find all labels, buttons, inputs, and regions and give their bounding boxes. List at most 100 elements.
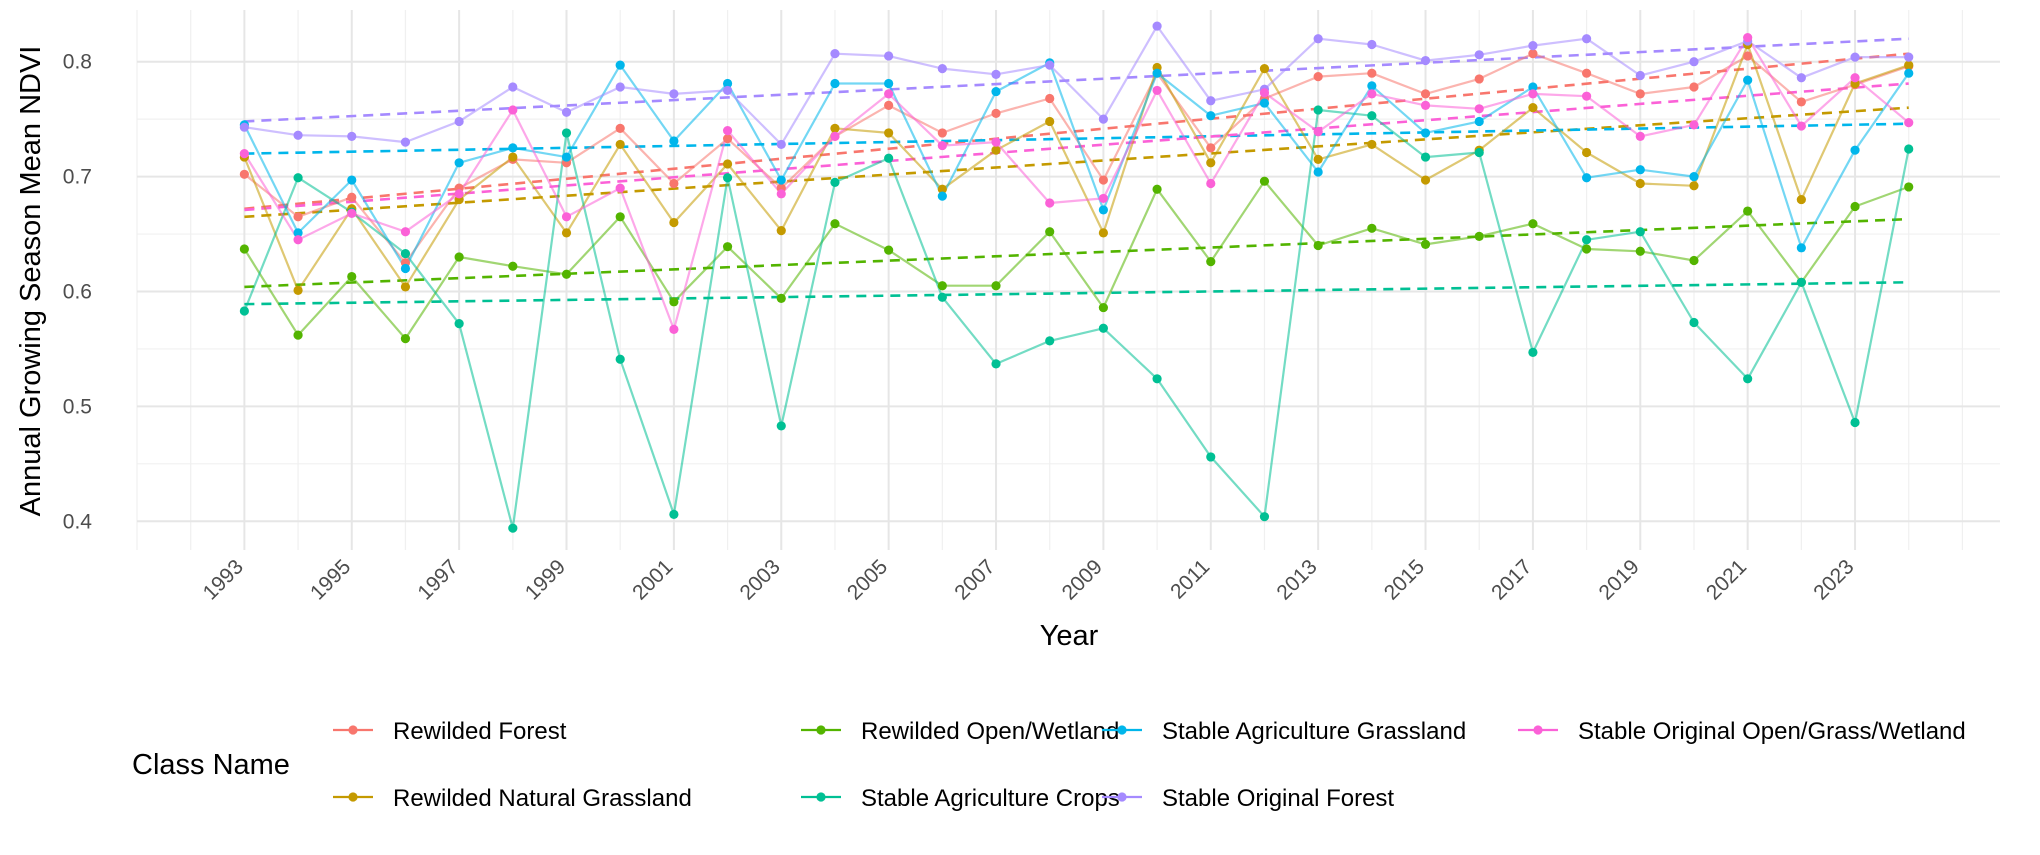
data-point bbox=[1474, 50, 1484, 60]
data-point bbox=[1313, 167, 1323, 177]
x-axis-title: Year bbox=[1040, 620, 1099, 652]
data-point bbox=[615, 123, 625, 133]
data-point bbox=[1904, 182, 1914, 192]
data-point bbox=[669, 297, 679, 307]
data-point bbox=[1796, 97, 1806, 107]
data-point bbox=[1528, 82, 1538, 92]
data-point bbox=[1367, 223, 1377, 233]
legend-item: Stable Agriculture Grassland bbox=[1102, 718, 1466, 745]
y-tick-label: 0.5 bbox=[63, 395, 92, 418]
data-point bbox=[1635, 246, 1645, 256]
data-point bbox=[1689, 171, 1699, 182]
data-point bbox=[293, 212, 303, 222]
data-point bbox=[1098, 228, 1108, 238]
x-tick-label: 2005 bbox=[843, 555, 892, 604]
data-point bbox=[400, 137, 411, 147]
data-point bbox=[669, 509, 679, 519]
legend-label: Rewilded Open/Wetland bbox=[861, 718, 1119, 745]
data-point bbox=[1581, 147, 1592, 158]
series-lines bbox=[243, 25, 1910, 530]
data-point bbox=[1474, 147, 1484, 158]
legend-label: Rewilded Forest bbox=[393, 718, 567, 745]
data-point bbox=[1420, 239, 1431, 249]
legend-item: Stable Original Forest bbox=[1102, 785, 1394, 812]
data-point bbox=[561, 128, 572, 138]
data-point bbox=[454, 116, 464, 127]
data-point bbox=[1581, 244, 1592, 254]
data-point bbox=[1098, 302, 1108, 313]
data-point bbox=[1689, 317, 1699, 328]
data-point bbox=[1259, 88, 1270, 98]
data-point bbox=[991, 281, 1001, 291]
data-point bbox=[884, 51, 894, 61]
legend-label: Stable Agriculture Crops bbox=[861, 785, 1120, 812]
data-point bbox=[1045, 93, 1055, 104]
data-point bbox=[669, 217, 679, 228]
data-point bbox=[1313, 72, 1323, 82]
y-axis-title: Annual Growing Season Mean NDVI bbox=[15, 46, 47, 517]
x-tick-label: 2015 bbox=[1380, 555, 1429, 604]
data-point bbox=[884, 78, 894, 89]
x-tick-label: 1995 bbox=[306, 555, 355, 604]
data-point bbox=[1904, 68, 1914, 78]
data-point bbox=[1528, 41, 1538, 51]
data-point bbox=[1367, 89, 1377, 99]
data-point bbox=[722, 78, 733, 89]
data-point bbox=[991, 108, 1001, 119]
data-point bbox=[830, 123, 840, 133]
data-point bbox=[1259, 176, 1270, 186]
series-line bbox=[243, 61, 1910, 270]
data-point bbox=[1206, 158, 1216, 168]
data-point bbox=[561, 152, 572, 162]
data-point bbox=[1313, 105, 1323, 115]
data-point bbox=[615, 183, 625, 193]
data-point bbox=[884, 89, 894, 99]
y-tick-label: 0.7 bbox=[63, 166, 92, 189]
data-point bbox=[239, 306, 249, 316]
data-point bbox=[1313, 34, 1323, 44]
data-point bbox=[1689, 255, 1699, 266]
data-point bbox=[722, 242, 733, 252]
data-point bbox=[1045, 198, 1055, 208]
data-point bbox=[991, 359, 1001, 369]
data-point bbox=[1045, 116, 1055, 127]
data-point bbox=[1098, 193, 1108, 204]
data-point bbox=[1635, 165, 1645, 175]
data-point bbox=[776, 175, 786, 185]
data-point bbox=[561, 228, 572, 238]
data-point bbox=[1206, 257, 1216, 267]
data-point bbox=[1420, 152, 1431, 162]
x-tick-label: 1999 bbox=[521, 555, 570, 604]
data-point bbox=[400, 333, 411, 344]
data-point bbox=[1743, 51, 1753, 61]
data-point bbox=[239, 244, 249, 254]
y-tick-label: 0.4 bbox=[63, 510, 93, 533]
data-point bbox=[1206, 96, 1216, 106]
data-point bbox=[1904, 144, 1914, 154]
data-point bbox=[776, 421, 786, 431]
data-point bbox=[1367, 81, 1377, 91]
data-point bbox=[347, 131, 357, 141]
data-point bbox=[1904, 117, 1914, 128]
data-point bbox=[1259, 63, 1270, 74]
data-point bbox=[1528, 49, 1538, 59]
data-point bbox=[1743, 75, 1753, 85]
x-tick-label: 2011 bbox=[1166, 555, 1214, 603]
data-point bbox=[1045, 60, 1055, 70]
data-point bbox=[830, 177, 840, 187]
data-point bbox=[1528, 219, 1538, 229]
data-point bbox=[1420, 55, 1431, 66]
data-point bbox=[776, 225, 786, 236]
data-point bbox=[991, 137, 1001, 147]
data-point bbox=[1850, 52, 1860, 62]
data-point bbox=[884, 100, 894, 110]
trend-line bbox=[244, 82, 1909, 212]
data-point bbox=[884, 128, 894, 138]
data-point bbox=[1581, 34, 1592, 44]
data-point bbox=[508, 143, 518, 153]
trend-line bbox=[244, 217, 1909, 289]
legend-key-point bbox=[816, 725, 826, 735]
legend-item: Rewilded Forest bbox=[333, 718, 567, 745]
y-tick-label: 0.8 bbox=[63, 51, 92, 74]
